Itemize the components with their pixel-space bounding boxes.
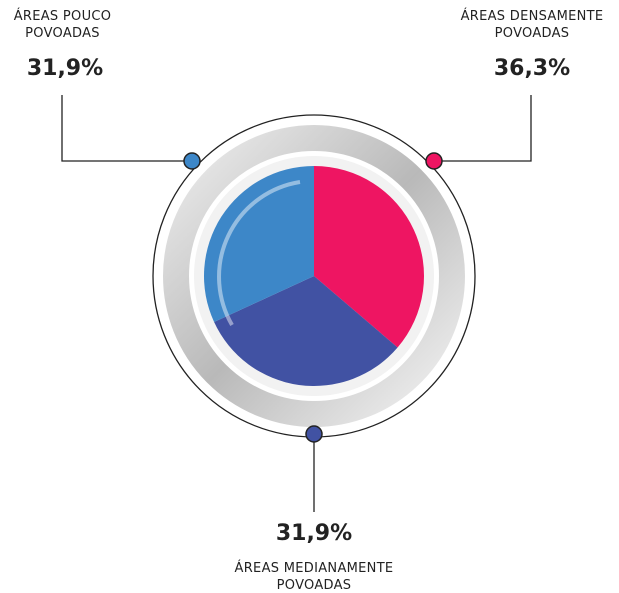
pie-slice xyxy=(214,276,398,386)
pie-slice xyxy=(204,166,314,323)
metal-ring xyxy=(163,125,465,427)
value-label: 31,9% xyxy=(275,521,353,546)
leader-line xyxy=(61,95,192,162)
value-label: 36,3% xyxy=(493,56,571,81)
leader-line xyxy=(434,95,532,162)
shine xyxy=(217,180,301,327)
leader-dot xyxy=(425,152,443,170)
leader-dot xyxy=(183,152,201,170)
pie-slice xyxy=(314,166,424,348)
category-label: ÁREAS MEDIANAMENTE POVOADAS xyxy=(234,561,394,593)
leader-dot xyxy=(305,425,323,443)
value-label: 31,9% xyxy=(26,56,104,81)
category-label: ÁREAS DENSAMENTE POVOADAS xyxy=(460,9,604,41)
category-label: ÁREAS POUCO POVOADAS xyxy=(13,9,112,41)
